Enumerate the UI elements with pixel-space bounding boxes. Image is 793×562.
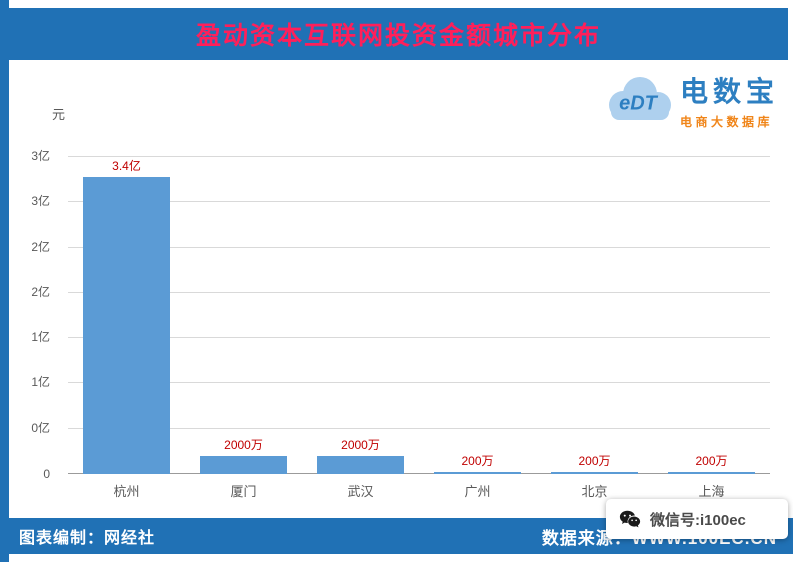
bar-武汉 — [317, 455, 404, 474]
y-gridline — [68, 337, 770, 339]
y-tick-label: 2亿 — [31, 284, 50, 299]
y-tick-label: 1亿 — [31, 330, 50, 345]
edt-cloud-text: eDT — [619, 92, 657, 115]
bar-value-label: 3.4亿 — [112, 159, 141, 173]
bar-group: 2000万 — [185, 157, 302, 474]
page-title: 盈动资本互联网投资金额城市分布 — [195, 22, 601, 50]
bar-广州 — [434, 472, 521, 474]
edt-logo-name: 电数宝 — [679, 76, 779, 107]
bar-上海 — [668, 472, 755, 474]
y-tick-label: 3亿 — [31, 149, 50, 163]
y-gridline — [68, 246, 770, 248]
bar-北京 — [551, 472, 638, 474]
y-axis-unit-label: 元 — [52, 107, 66, 122]
bar-杭州 — [83, 177, 170, 474]
bar-厦门 — [200, 455, 287, 474]
chart-header: 盈动资本互联网投资金额城市分布 — [9, 8, 788, 60]
bars-container: 3.4亿 2000万 2000万 200万 200万 200万 — [68, 157, 770, 474]
y-tick-label: 3亿 — [31, 194, 50, 209]
x-axis-label: 杭州 — [113, 484, 140, 499]
bar-value-label: 200万 — [695, 454, 728, 468]
y-tick-label: 0 — [43, 467, 50, 481]
plot-area: 3.4亿 2000万 2000万 200万 200万 200万 — [68, 156, 770, 474]
footer-credit: 图表编制：网经社 — [19, 530, 156, 547]
bar-value-label: 200万 — [578, 454, 611, 468]
edt-logo: eDT 电数宝 电商大数据库 — [600, 70, 779, 130]
bar-group: 200万 — [419, 157, 536, 474]
bar-group: 2000万 — [302, 157, 419, 474]
wechat-badge: 微信号:i100ec — [606, 499, 788, 539]
y-gridline — [68, 201, 770, 203]
x-axis-label: 武汉 — [347, 484, 374, 499]
x-axis-label: 厦门 — [230, 484, 257, 499]
edt-logo-text: 电数宝 电商大数据库 — [680, 70, 779, 130]
y-tick-label: 2亿 — [31, 239, 50, 254]
bar-group: 3.4亿 — [68, 157, 185, 474]
bar-value-label: 200万 — [461, 454, 494, 468]
bar-group: 200万 — [536, 157, 653, 474]
cloud-shape — [608, 77, 671, 120]
x-axis-label: 上海 — [698, 484, 725, 499]
y-gridline — [68, 156, 770, 157]
x-axis-labels: 杭州 厦门 武汉 广州 北京 上海 — [68, 481, 770, 500]
y-gridline — [68, 427, 770, 429]
edt-logo-subtitle: 电商大数据库 — [679, 115, 773, 129]
edt-cloud-icon: eDT — [600, 73, 676, 127]
bar-value-label: 2000万 — [341, 437, 380, 452]
y-tick-label: 0亿 — [31, 420, 50, 435]
bar-group: 200万 — [653, 157, 770, 474]
y-gridline — [68, 382, 770, 384]
wechat-label: 微信号:i100ec — [650, 511, 746, 529]
y-axis-tick-labels: 0 0亿 1亿 1亿 2亿 2亿 3亿 3亿 — [0, 149, 58, 481]
y-tick-label: 1亿 — [31, 375, 50, 390]
x-axis-label: 北京 — [581, 484, 608, 499]
bar-value-label: 2000万 — [224, 437, 263, 452]
wechat-icon — [618, 507, 642, 531]
x-axis-line — [68, 473, 770, 474]
left-accent-stripe — [0, 0, 9, 562]
y-gridline — [68, 291, 770, 293]
x-axis-label: 广州 — [464, 484, 491, 499]
